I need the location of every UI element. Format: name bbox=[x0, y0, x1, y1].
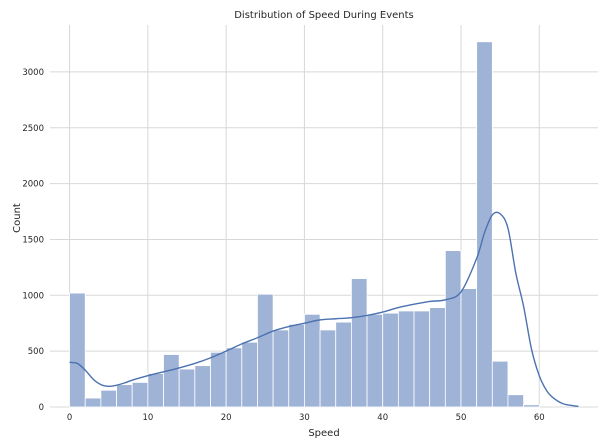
x-tick-label: 50 bbox=[456, 413, 467, 423]
x-tick-label: 40 bbox=[377, 413, 388, 423]
histogram-bar bbox=[304, 313, 321, 408]
kde-curve bbox=[69, 211, 579, 408]
histogram-bar bbox=[413, 310, 431, 408]
x-tick-label: 30 bbox=[299, 413, 310, 423]
chart-title: Distribution of Speed During Events bbox=[234, 10, 414, 21]
x-tick-label: 10 bbox=[142, 413, 153, 423]
y-tick-label: 500 bbox=[28, 347, 44, 357]
histogram-bar bbox=[382, 312, 399, 408]
histogram-bar bbox=[444, 250, 462, 408]
histogram-bar bbox=[194, 365, 211, 408]
y-tick-label: 3000 bbox=[22, 68, 44, 78]
histogram-bar bbox=[460, 288, 478, 408]
histogram-bar bbox=[523, 404, 540, 408]
histogram-bar bbox=[288, 323, 305, 408]
histogram-bar bbox=[178, 368, 196, 408]
histogram-bar bbox=[257, 293, 274, 408]
histogram-bar bbox=[350, 278, 368, 408]
x-tick-label: 60 bbox=[534, 413, 545, 423]
histogram-bar bbox=[272, 329, 290, 408]
histogram-bar bbox=[397, 310, 415, 408]
y-tick-label: 2000 bbox=[22, 180, 44, 190]
histogram-bar bbox=[507, 394, 525, 408]
x-axis-label: Speed bbox=[308, 428, 339, 439]
x-tick-label: 20 bbox=[221, 413, 232, 423]
histogram-bar bbox=[69, 292, 86, 408]
histogram-bar bbox=[319, 329, 337, 408]
y-tick-label: 1500 bbox=[22, 235, 44, 245]
grid-lines bbox=[50, 25, 598, 408]
histogram-bar bbox=[335, 321, 352, 408]
y-tick-label: 0 bbox=[39, 403, 44, 413]
histogram-bar bbox=[241, 341, 258, 408]
histogram-bar bbox=[476, 41, 493, 408]
histogram-bar bbox=[147, 373, 164, 408]
x-tick-label: 0 bbox=[67, 413, 72, 423]
kde-curve-group bbox=[69, 211, 579, 408]
y-tick-label: 2500 bbox=[22, 124, 44, 134]
histogram-bar bbox=[84, 397, 102, 408]
histogram-bar bbox=[429, 307, 446, 408]
histogram-bar bbox=[163, 354, 180, 408]
histogram-bar bbox=[366, 313, 384, 408]
histogram-bar bbox=[116, 384, 133, 408]
histogram-bars bbox=[69, 41, 540, 408]
histogram-bar bbox=[225, 347, 243, 408]
histogram-bar bbox=[131, 382, 149, 408]
histogram-bar bbox=[100, 389, 117, 408]
y-tick-label: 1000 bbox=[22, 291, 44, 301]
tick-labels: 0 10 20 30 40 50 60 0 500 1000 1500 2000 2500 3000 bbox=[22, 68, 544, 423]
histogram-bar bbox=[210, 351, 227, 408]
histogram-bar bbox=[491, 360, 509, 408]
y-axis-label: Count bbox=[12, 203, 23, 233]
